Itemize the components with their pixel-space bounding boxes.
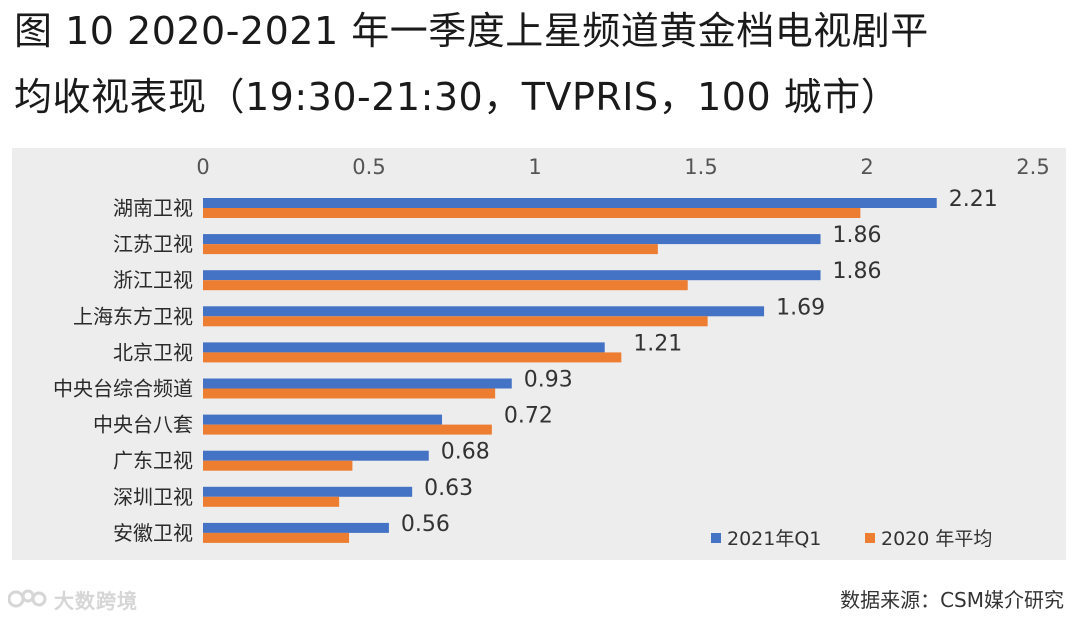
data-label-2021q1: 0.72 — [504, 404, 553, 429]
data-label-2021q1: 1.86 — [833, 223, 882, 248]
data-label-2021q1: 0.68 — [441, 440, 490, 465]
bar-2020-avg — [203, 424, 492, 435]
bar-2021q1 — [203, 198, 937, 208]
bar-2020-avg — [203, 280, 688, 291]
source-note: 数据来源：CSM媒介研究 — [840, 588, 1064, 612]
chart-title-line-1: 图 10 2020-2021 年一季度上星频道黄金档电视剧平 — [14, 9, 929, 53]
bar-2021q1 — [203, 234, 821, 245]
brand-logo-icon — [8, 589, 47, 608]
bar-2020-avg — [203, 496, 340, 507]
watermark: 大数跨境 — [8, 584, 138, 614]
bar-2021q1 — [203, 342, 605, 353]
bar-2020-avg — [203, 388, 496, 399]
category-label: 中央台八套 — [93, 413, 193, 437]
x-tick-label: 2.5 — [1016, 155, 1049, 179]
bar-2020-avg — [203, 316, 708, 327]
bar-2021q1 — [203, 522, 389, 533]
data-label-2021q1: 0.63 — [424, 476, 473, 501]
chart-panel: 0 0.5 1 1.5 2 2.5 湖南卫视 2.21 江苏卫视 1.86 浙江卫视 1.86 上海东方… — [12, 148, 1066, 560]
x-tick-label: 0.5 — [352, 155, 385, 179]
bar-2021q1 — [203, 306, 765, 317]
bar-chart: 0 0.5 1 1.5 2 2.5 湖南卫视 2.21 江苏卫视 1.86 浙江卫视 1.86 上海东方… — [53, 155, 1050, 550]
category-label: 江苏卫视 — [113, 232, 193, 256]
category-label: 中央台综合频道 — [53, 377, 193, 401]
data-label-2021q1: 1.69 — [776, 295, 825, 320]
chart-title-line-2: 均收视表现（19:30-21:30，TVPRIS，100 城市） — [14, 75, 900, 119]
legend-swatch-2020-avg — [865, 533, 875, 543]
x-tick-label: 0 — [196, 155, 209, 179]
bar-2021q1 — [203, 378, 512, 389]
bar-2021q1 — [203, 486, 413, 497]
bar-2020-avg — [203, 352, 622, 363]
bar-2020-avg — [203, 532, 350, 543]
data-label-2021q1: 0.93 — [524, 368, 573, 393]
category-label: 上海东方卫视 — [73, 304, 193, 328]
x-tick-label: 1.5 — [684, 155, 717, 179]
category-label: 安徽卫视 — [113, 521, 193, 545]
x-tick-label: 1 — [528, 155, 541, 179]
category-label: 北京卫视 — [113, 340, 193, 364]
legend-swatch-2021q1 — [711, 533, 721, 543]
bar-2020-avg — [203, 208, 861, 218]
data-label-2021q1: 1.21 — [633, 331, 682, 356]
bar-2021q1 — [203, 450, 429, 461]
data-label-2021q1: 1.86 — [833, 259, 882, 284]
bar-2020-avg — [203, 244, 658, 255]
bar-2020-avg — [203, 460, 353, 471]
data-label-2021q1: 0.56 — [401, 512, 450, 537]
data-label-2021q1: 2.21 — [949, 187, 998, 212]
category-label: 深圳卫视 — [113, 485, 193, 509]
bar-2021q1 — [203, 270, 821, 281]
watermark-text: 大数跨境 — [54, 588, 138, 613]
category-label: 浙江卫视 — [113, 268, 193, 292]
bar-2021q1 — [203, 414, 443, 425]
x-tick-label: 2 — [860, 155, 873, 179]
category-label: 湖南卫视 — [113, 196, 193, 220]
legend-label-2020-avg: 2020 年平均 — [881, 528, 992, 550]
category-label: 广东卫视 — [113, 449, 193, 473]
legend-label-2021q1: 2021年Q1 — [727, 528, 821, 550]
